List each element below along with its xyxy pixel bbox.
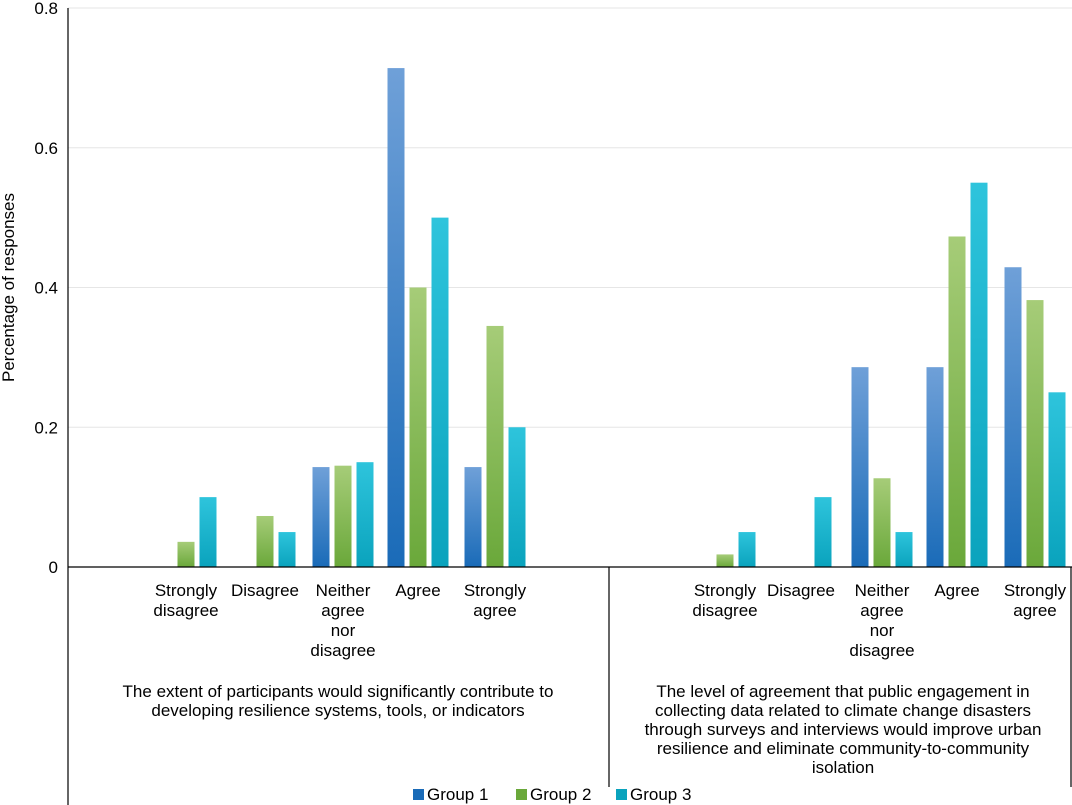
y-tick-labels: 0 0.2 0.4 0.6 0.8 — [34, 0, 58, 577]
category-label-line: Strongly — [155, 581, 218, 600]
y-axis-label: Percentage of responses — [0, 193, 18, 382]
axes — [67, 8, 1072, 805]
bar-group-1-1-3 — [312, 467, 330, 567]
group-title-line: resilience and eliminate community-to-co… — [657, 739, 1030, 758]
legend-swatch-2 — [516, 789, 527, 800]
group-title-line: The extent of participants would signifi… — [123, 682, 554, 701]
category-label-line: disagree — [153, 601, 218, 620]
category-label-line: Agree — [395, 581, 440, 600]
category-label-line: Neither — [316, 581, 371, 600]
bar-group-3-1-3 — [356, 462, 374, 567]
category-label: Disagree — [767, 581, 835, 600]
category-label: Agree — [395, 581, 440, 600]
category-label: Strongly disagree — [692, 581, 757, 620]
group-title: The extent of participants would signifi… — [123, 682, 554, 720]
bar-group-3-2-2 — [814, 497, 832, 567]
group-title-line: The level of agreement that public engag… — [656, 682, 1029, 701]
legend-label-3: Group 3 — [630, 785, 691, 804]
y-tick-label: 0.8 — [34, 0, 58, 18]
category-label-line: Agree — [934, 581, 979, 600]
group-title-line: isolation — [812, 758, 874, 777]
group-title-line: through surveys and interviews would imp… — [645, 720, 1042, 739]
y-tick-label: 0.6 — [34, 139, 58, 158]
bar-group-2-1-4 — [409, 287, 427, 567]
category-label-line: Disagree — [231, 581, 299, 600]
legend-label-2: Group 2 — [530, 785, 591, 804]
category-label-line: Neither — [855, 581, 910, 600]
category-label: Disagree — [231, 581, 299, 600]
category-label-line: disagree — [692, 601, 757, 620]
bar-group-2-1-3 — [334, 465, 352, 567]
bar-group-3-1-4 — [431, 217, 449, 567]
category-label: Strongly agree — [464, 581, 527, 620]
category-label-line: Strongly — [1004, 581, 1067, 600]
y-tick-label: 0.2 — [34, 418, 58, 437]
legend-swatch-3 — [616, 789, 627, 800]
category-label-line: Strongly — [464, 581, 527, 600]
legend-label-1: Group 1 — [427, 785, 488, 804]
bar-group-1-2-5 — [1004, 267, 1022, 567]
bar-group-3-2-5 — [1048, 392, 1066, 567]
category-label-line: agree — [1013, 601, 1056, 620]
bar-group-1-1-5 — [464, 467, 482, 567]
category-label-line: disagree — [849, 641, 914, 660]
bars — [177, 68, 1066, 567]
bar-group-1-1-4 — [387, 68, 405, 567]
category-label-line: Strongly — [694, 581, 757, 600]
bar-group-3-1-5 — [508, 427, 526, 567]
category-label: Neither agree nor disagree — [849, 581, 914, 660]
bar-group-3-2-3 — [895, 532, 913, 567]
bar-group-2-1-5 — [486, 325, 504, 567]
legend: Group 1 Group 2 Group 3 — [413, 785, 691, 804]
bar-group-2-1-1 — [177, 541, 195, 567]
bar-group-2-1-2 — [256, 515, 274, 567]
legend-swatch-1 — [413, 789, 424, 800]
category-label-line: Disagree — [767, 581, 835, 600]
y-tick-label: 0.4 — [34, 279, 58, 298]
bar-group-2-2-5 — [1026, 300, 1044, 567]
category-label-line: agree — [860, 601, 903, 620]
y-tick-label: 0 — [49, 558, 58, 577]
category-label-line: agree — [321, 601, 364, 620]
group-title-line: developing resilience systems, tools, or… — [151, 701, 524, 720]
bar-group-2-2-4 — [948, 236, 966, 567]
group-title: The level of agreement that public engag… — [645, 682, 1042, 777]
category-label: Neither agree nor disagree — [310, 581, 375, 660]
bar-group-1-2-4 — [926, 367, 944, 567]
bar-group-3-1-1 — [199, 497, 217, 567]
category-label: Strongly agree — [1004, 581, 1067, 620]
bar-group-3-2-1 — [738, 532, 756, 567]
bar-group-1-2-3 — [851, 367, 869, 567]
category-label: Agree — [934, 581, 979, 600]
category-label-line: nor — [331, 621, 356, 640]
bar-group-2-2-1 — [716, 554, 734, 567]
gridlines — [68, 7, 1072, 428]
bar-group-3-2-4 — [970, 182, 988, 567]
category-label: Strongly disagree — [153, 581, 218, 620]
group-titles: The extent of participants would signifi… — [123, 682, 1042, 777]
category-label-line: nor — [870, 621, 895, 640]
bar-group-3-1-2 — [278, 532, 296, 567]
category-label-line: disagree — [310, 641, 375, 660]
group-title-line: collecting data related to climate chang… — [655, 701, 1031, 720]
category-label-line: agree — [473, 601, 516, 620]
bar-group-2-2-3 — [873, 478, 891, 567]
